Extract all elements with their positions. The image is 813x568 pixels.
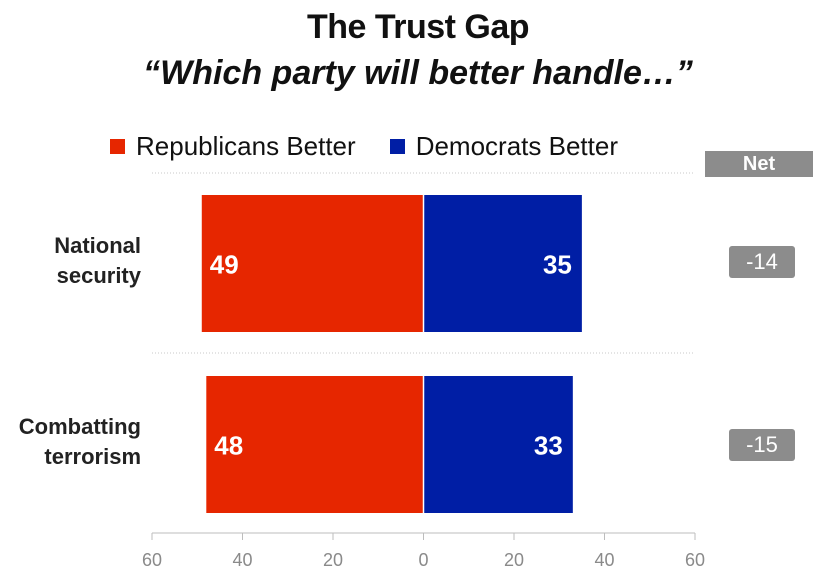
legend-label-republicans: Republicans Better — [136, 131, 356, 161]
net-value-national-security: -14 — [729, 246, 795, 278]
data-label-republicans-national-security: 49 — [210, 250, 239, 280]
data-label-democrats-national-security: 35 — [543, 250, 572, 280]
bar-republicans-combatting-terrorism — [206, 376, 424, 513]
category-label-line: Combatting — [18, 414, 141, 439]
x-tick-label: 40 — [594, 550, 614, 568]
bar-democrats-combatting-terrorism — [423, 376, 573, 513]
legend-swatch-republicans — [110, 139, 125, 154]
chart-title: The Trust Gap — [306, 8, 530, 46]
legend-swatch-democrats — [389, 139, 405, 154]
x-tick-label: 60 — [142, 550, 162, 568]
x-tick-label: 60 — [685, 550, 705, 568]
x-tick-label: 20 — [323, 550, 343, 568]
data-label-republicans-combatting-terrorism: 48 — [214, 431, 243, 461]
bar-republicans-national-security — [201, 195, 424, 332]
x-tick-label: 40 — [232, 550, 252, 568]
legend-item-democrats: Democrats Better — [389, 131, 618, 162]
category-label-combatting-terrorism: Combatting terrorism — [19, 412, 141, 472]
category-label-line: terrorism — [44, 444, 141, 469]
legend-label-democrats: Democrats Better — [415, 131, 618, 161]
net-value-combatting-terrorism: -15 — [729, 429, 795, 461]
data-label-democrats-combatting-terrorism: 33 — [534, 431, 563, 461]
net-column-header: Net — [705, 151, 813, 177]
bar-democrats-national-security — [423, 195, 582, 332]
category-label-line: security — [56, 263, 141, 288]
legend: Republicans Better Democrats Better — [110, 131, 652, 162]
x-tick-label: 0 — [418, 550, 428, 568]
chart-subtitle: “Which party will better handle…” — [143, 54, 693, 92]
category-label-line: National — [54, 233, 141, 258]
legend-item-republicans: Republicans Better — [110, 131, 356, 162]
x-tick-label: 20 — [504, 550, 524, 568]
category-label-national-security: National security — [54, 231, 141, 291]
